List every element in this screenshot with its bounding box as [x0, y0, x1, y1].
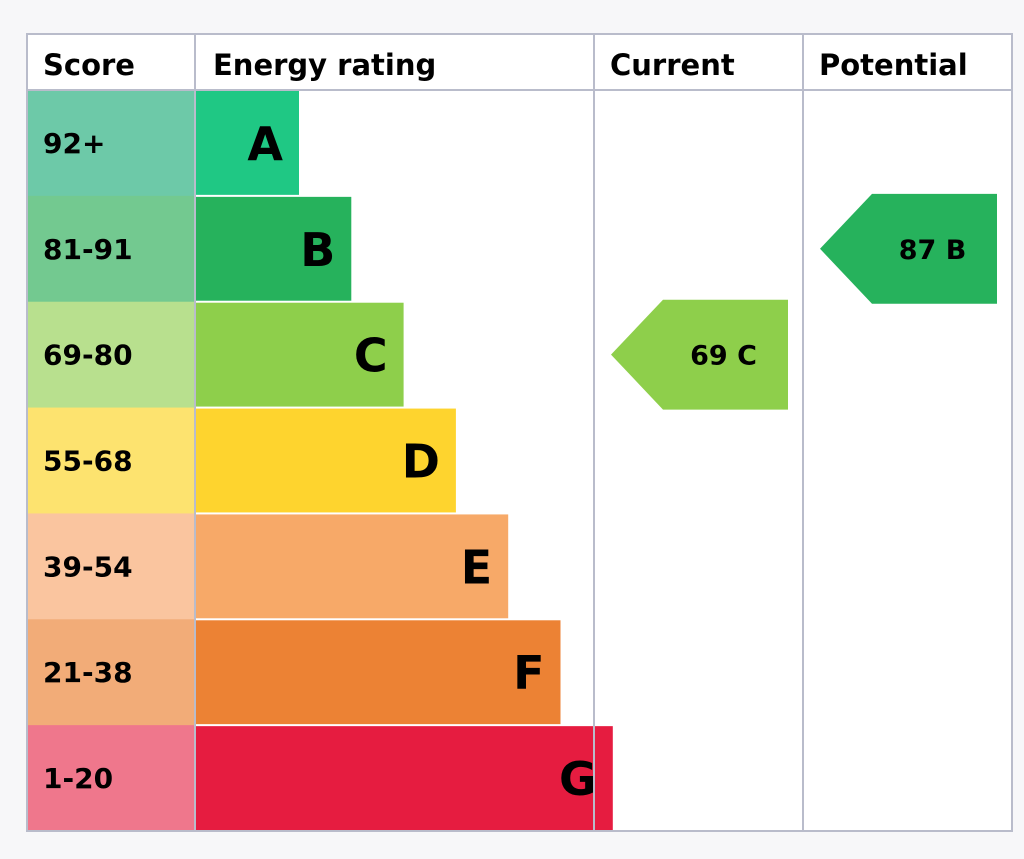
rating-letter-a: A [247, 117, 283, 171]
rating-bar-d [195, 408, 456, 513]
rating-bar-b [195, 196, 352, 301]
potential-rating-label: 87 B [899, 235, 967, 266]
potential-rating-arrow [820, 193, 997, 304]
score-cell-g [27, 725, 195, 832]
rating-pointers: 69 C 87 B [611, 193, 997, 410]
header-score: Score [43, 48, 135, 82]
rating-bar-e [195, 514, 509, 619]
header-current: Current [610, 48, 735, 82]
rating-letter-f: F [513, 646, 544, 700]
table-grid [26, 33, 1013, 832]
score-cell-e [27, 513, 195, 620]
score-cell-f [27, 619, 195, 726]
rating-letter-g: G [559, 752, 597, 806]
rating-letter-c: C [354, 329, 388, 383]
score-label-a: 92+ [43, 127, 105, 160]
rating-letter-d: D [402, 435, 440, 489]
score-cell-b [27, 195, 195, 303]
rating-bands: 92+ A 81-91 B 69-80 C 55-68 D 39-54 E 21-38 F 1-20 G [27, 90, 613, 832]
rating-bar-f [195, 620, 561, 725]
rating-letter-e: E [461, 540, 492, 594]
score-label-f: 21-38 [43, 656, 133, 689]
rating-bar-a [195, 91, 299, 195]
score-label-b: 81-91 [43, 233, 133, 266]
table-border [26, 33, 1013, 832]
score-cell-c [27, 301, 195, 409]
score-label-e: 39-54 [43, 550, 133, 583]
current-rating-label: 69 C [690, 341, 757, 372]
score-cell-d [27, 407, 195, 514]
score-label-d: 55-68 [43, 445, 133, 478]
rating-letter-b: B [300, 223, 335, 277]
score-cell-a [27, 90, 195, 197]
current-rating-arrow [611, 299, 788, 410]
rating-bar-g [195, 726, 613, 830]
score-label-c: 69-80 [43, 339, 133, 372]
header-potential: Potential [819, 48, 968, 82]
header-energy-rating: Energy rating [213, 48, 436, 82]
rating-bar-c [195, 302, 404, 407]
score-label-g: 1-20 [43, 762, 113, 795]
